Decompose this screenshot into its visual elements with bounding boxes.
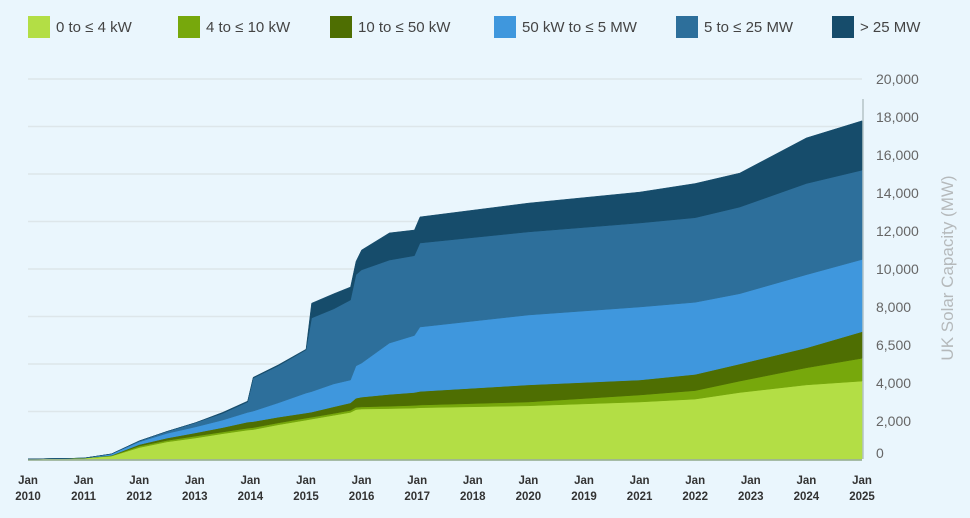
- x-tick-label-month: Jan: [74, 475, 94, 487]
- legend-label: 4 to ≤ 10 kW: [206, 18, 291, 36]
- y-tick-label: 8,000: [876, 299, 911, 315]
- y-tick-label: 18,000: [876, 109, 919, 125]
- legend-swatch: [676, 16, 698, 38]
- y-tick-label: 20,000: [876, 71, 919, 87]
- y-tick-label: 2,000: [876, 413, 911, 429]
- x-tick-label-year: 2020: [516, 491, 542, 503]
- x-tick-label-month: Jan: [796, 475, 816, 487]
- legend-swatch: [330, 16, 352, 38]
- x-tick-label-year: 2022: [682, 491, 708, 503]
- legend-item[interactable]: 50 kW to ≤ 5 MW: [494, 16, 676, 38]
- y-tick-label: 16,000: [876, 147, 919, 163]
- legend-item[interactable]: 5 to ≤ 25 MW: [676, 16, 832, 38]
- legend-item[interactable]: 4 to ≤ 10 kW: [178, 16, 330, 38]
- y-tick-label: 12,000: [876, 223, 919, 239]
- x-tick-label-month: Jan: [240, 475, 260, 487]
- x-tick-label-year: 2012: [126, 491, 152, 503]
- x-tick-label-year: 2013: [182, 491, 208, 503]
- x-tick-label-year: 2017: [404, 491, 430, 503]
- x-tick-label-month: Jan: [18, 475, 38, 487]
- legend-item[interactable]: 10 to ≤ 50 kW: [330, 16, 494, 38]
- legend-label: 10 to ≤ 50 kW: [358, 18, 451, 36]
- x-tick-label-month: Jan: [685, 475, 705, 487]
- legend-swatch: [28, 16, 50, 38]
- x-tick-label-year: 2014: [238, 491, 264, 503]
- legend-label: 5 to ≤ 25 MW: [704, 18, 794, 36]
- legend-label: > 25 MW: [860, 18, 921, 36]
- y-tick-label: 14,000: [876, 185, 919, 201]
- x-tick-label-year: 2023: [738, 491, 764, 503]
- x-tick-label-year: 2024: [794, 491, 820, 503]
- x-tick-label-month: Jan: [185, 475, 205, 487]
- legend-swatch: [832, 16, 854, 38]
- x-tick-label-year: 2015: [293, 491, 319, 503]
- x-tick-label-year: 2010: [15, 491, 41, 503]
- y-tick-label: 4,000: [876, 375, 911, 391]
- x-tick-label-month: Jan: [296, 475, 316, 487]
- y-axis-title: UK Solar Capacity (MW): [938, 175, 957, 360]
- x-tick-label-month: Jan: [407, 475, 427, 487]
- x-tick-label-year: 2021: [627, 491, 653, 503]
- x-tick-label-month: Jan: [630, 475, 650, 487]
- legend-swatch: [178, 16, 200, 38]
- x-tick-label-month: Jan: [352, 475, 372, 487]
- x-tick-label-year: 2011: [71, 491, 97, 503]
- x-tick-label-year: 2016: [349, 491, 375, 503]
- x-tick-label-month: Jan: [518, 475, 538, 487]
- x-tick-label-month: Jan: [129, 475, 149, 487]
- legend-label: 0 to ≤ 4 kW: [56, 18, 132, 36]
- y-tick-label: 6,500: [876, 337, 911, 353]
- y-tick-label: 10,000: [876, 261, 919, 277]
- x-tick-label-year: 2025: [849, 491, 875, 503]
- x-tick-label-month: Jan: [741, 475, 761, 487]
- x-tick-label-month: Jan: [852, 475, 872, 487]
- x-tick-label-year: 2018: [460, 491, 486, 503]
- x-tick-label-month: Jan: [463, 475, 483, 487]
- legend: 0 to ≤ 4 kW 4 to ≤ 10 kW 10 to ≤ 50 kW 50 k…: [28, 16, 952, 38]
- legend-swatch: [494, 16, 516, 38]
- y-tick-label: 0: [876, 445, 884, 461]
- legend-label: 50 kW to ≤ 5 MW: [522, 18, 637, 36]
- x-tick-label-year: 2019: [571, 491, 597, 503]
- x-tick-label-month: Jan: [574, 475, 594, 487]
- legend-item[interactable]: 0 to ≤ 4 kW: [28, 16, 178, 38]
- area-series-5: [27, 120, 863, 460]
- legend-item[interactable]: > 25 MW: [832, 16, 952, 38]
